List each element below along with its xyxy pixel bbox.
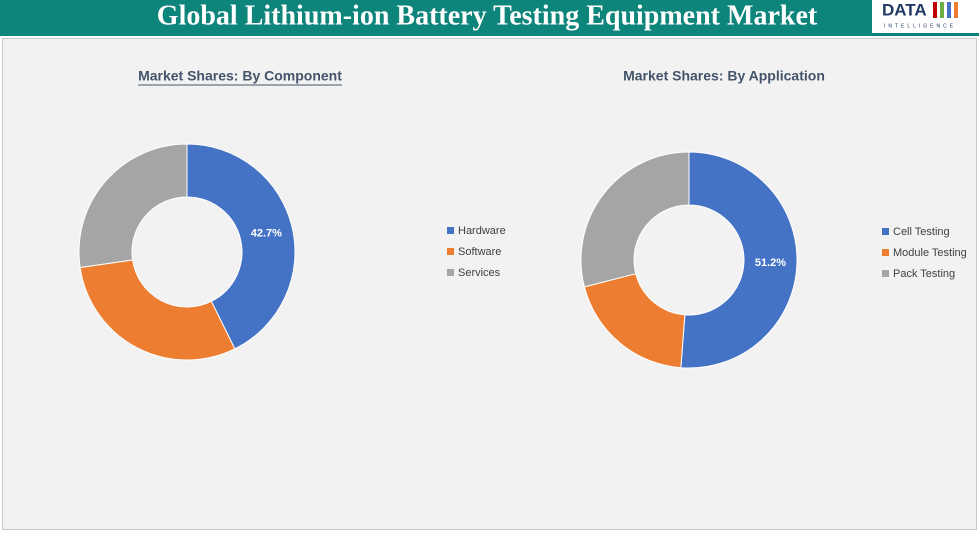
logo-bar (954, 2, 958, 18)
legend-swatch (882, 228, 889, 235)
logo: DATA INTELLIGENCE (882, 0, 958, 29)
donut-segment (79, 259, 236, 361)
panel (2, 38, 977, 530)
donut-segment (680, 151, 798, 369)
chart-title: Market Shares: By Application (623, 68, 825, 84)
legend-swatch (447, 269, 454, 276)
legend-swatch (447, 248, 454, 255)
legend-swatch (882, 270, 889, 277)
logo-text: DATA (882, 0, 927, 19)
data-label: 51.2% (755, 257, 786, 269)
logo-sub: INTELLIGENCE (884, 23, 956, 29)
logo-bar (940, 2, 944, 18)
page-title: Global Lithium-ion Battery Testing Equip… (157, 0, 818, 31)
logo-bar (947, 2, 951, 18)
legend-swatch (882, 249, 889, 256)
legend-label: Services (458, 267, 501, 279)
header-bar (0, 0, 872, 33)
donut-segment (186, 143, 296, 350)
legend-label: Pack Testing (893, 268, 955, 280)
legend-swatch (447, 227, 454, 234)
legend-label: Software (458, 246, 501, 258)
legend-label: Module Testing (893, 247, 967, 259)
header-rule (0, 33, 979, 36)
chart-title: Market Shares: By Component (138, 68, 342, 84)
legend-label: Hardware (458, 225, 506, 237)
legend-label: Cell Testing (893, 226, 950, 238)
donut-segment (580, 151, 690, 288)
data-label: 42.7% (251, 227, 282, 239)
donut-segment (78, 143, 188, 269)
logo-bar (933, 2, 937, 18)
